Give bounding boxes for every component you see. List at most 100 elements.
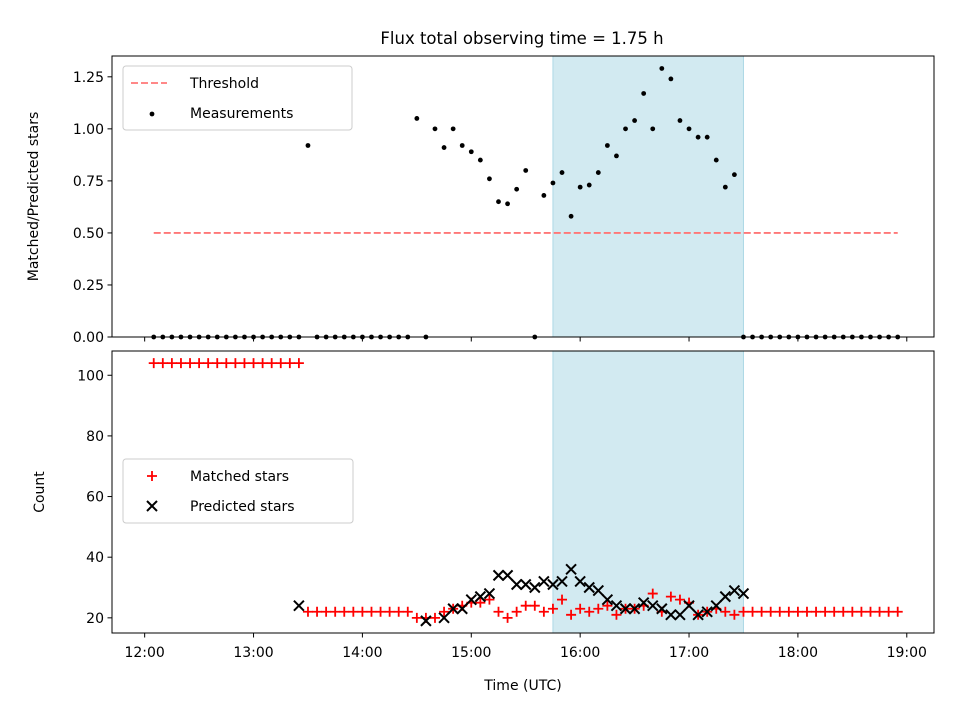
predicted-star-marker [492, 569, 505, 582]
predicted-star-marker [674, 609, 686, 621]
predicted-star-marker [420, 615, 432, 627]
measurement-point [614, 153, 619, 159]
x-tick-label: 12:00 [124, 645, 164, 661]
measurement-point [623, 126, 628, 132]
predicted-star-marker [501, 569, 514, 582]
predicted-star-marker [538, 575, 550, 588]
matched-star-marker [239, 358, 250, 369]
predicted-star-marker [701, 606, 713, 618]
y-tick-label: 100 [77, 368, 104, 384]
predicted-star-marker [647, 600, 659, 612]
matched-star-marker [166, 358, 177, 369]
measurement-point [432, 126, 438, 132]
x-axis-label: Time (UTC) [483, 678, 561, 694]
matched-star-marker [838, 606, 849, 617]
matched-star-marker [593, 603, 604, 614]
matched-star-marker [602, 600, 613, 611]
matched-star-marker [720, 606, 731, 617]
matched-star-marker [738, 606, 749, 617]
matched-star-marker [820, 606, 831, 617]
matched-star-marker [321, 606, 332, 617]
matched-star-marker [520, 600, 531, 611]
measurement-point [305, 143, 311, 148]
matched-star-marker [266, 358, 277, 369]
measurement-point [550, 180, 556, 186]
legend-label: Threshold [189, 76, 259, 92]
matched-star-marker [411, 612, 422, 623]
matched-star-marker [874, 606, 885, 617]
legend-label: Matched stars [190, 469, 289, 485]
matched-star-marker [538, 606, 549, 617]
y-tick-label: 40 [86, 550, 104, 566]
measurement-point [505, 201, 510, 207]
flux-ratio-panel: 0.00 0.25 0.50 0.75 1.00 1.25 Matched/Predicte… [26, 55, 935, 346]
matched-star-marker [393, 606, 404, 617]
axes-frame [111, 350, 935, 634]
matched-star-marker [774, 606, 785, 617]
measurement-point [731, 172, 737, 178]
matched-star-marker [801, 606, 812, 617]
matched-star-marker [511, 606, 522, 617]
matched-star-marker [611, 609, 622, 620]
observing-window-band [552, 55, 744, 338]
matched-star-marker [674, 594, 685, 605]
matched-star-marker [302, 606, 313, 617]
measurement-point [704, 134, 710, 140]
measurement-point [604, 143, 610, 148]
predicted-star-marker [683, 600, 695, 612]
predicted-star-marker [438, 612, 450, 624]
matched-star-marker [185, 358, 196, 369]
y-tick-label: 1.25 [73, 70, 104, 86]
legend-box [122, 458, 354, 524]
matched-star-marker [847, 606, 858, 617]
y-tick-label: 0.25 [73, 278, 104, 294]
predicted-star-marker [465, 593, 477, 606]
measurement-point [459, 143, 465, 148]
predicted-star-marker [474, 590, 487, 603]
matched-star-marker [493, 606, 504, 617]
predicted-star-marker [483, 587, 496, 600]
y-axis-label: Count [32, 471, 48, 513]
predicted-star-marker [565, 563, 577, 576]
matched-star-marker [475, 597, 486, 608]
y-tick-label: 0.75 [73, 174, 104, 190]
data-marks [148, 358, 903, 627]
y-tick-label: 80 [86, 429, 104, 445]
matched-star-marker [339, 606, 350, 617]
measurement-point [414, 116, 420, 121]
measurement-point [468, 149, 474, 155]
predicted-star-marker [692, 609, 704, 621]
measurement-point [487, 176, 492, 182]
matched-star-marker [792, 606, 803, 617]
measurement-point [722, 184, 728, 190]
measurement-point [559, 170, 565, 175]
matched-star-marker [729, 609, 740, 620]
legend-label: Predicted stars [190, 499, 295, 515]
matched-star-marker [384, 606, 395, 617]
predicted-star-marker [619, 603, 632, 615]
matched-star-marker [230, 358, 241, 369]
predicted-star-marker [547, 578, 559, 591]
matched-star-marker [547, 603, 558, 614]
matched-star-marker [747, 606, 758, 617]
predicted-star-marker [628, 603, 641, 615]
predicted-star-marker [456, 603, 468, 615]
predicted-star-marker [637, 596, 650, 609]
measurement-point [659, 66, 665, 71]
legend-label: Measurements [190, 106, 293, 122]
matched-star-marker [330, 606, 341, 617]
measurement-point [441, 145, 447, 150]
matched-star-marker [175, 358, 186, 369]
predicted-star-marker [601, 593, 614, 606]
measurement-point [650, 126, 656, 132]
matched-star-marker [148, 358, 159, 369]
predicted-star-marker [529, 581, 541, 594]
predicted-star-marker [737, 587, 750, 600]
measurement-point [695, 134, 701, 140]
predicted-star-marker [583, 581, 595, 594]
matched-star-marker [865, 606, 876, 617]
axes-frame [111, 55, 935, 338]
predicted-star-marker [592, 584, 605, 597]
measurement-point [477, 157, 483, 163]
measurement-point [641, 91, 647, 96]
